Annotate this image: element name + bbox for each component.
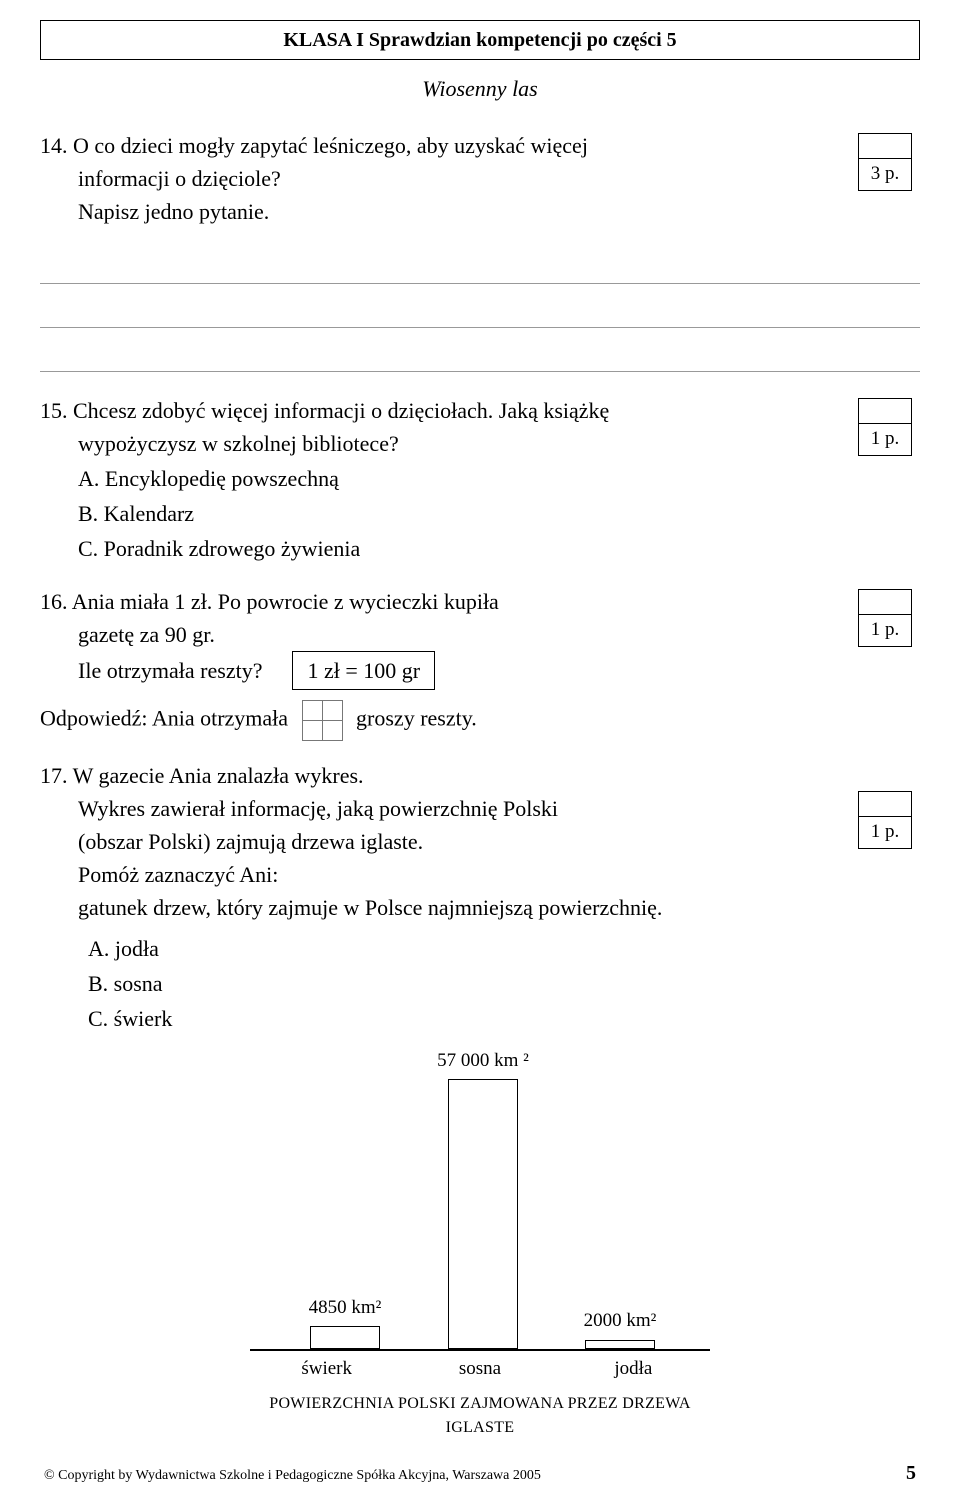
- q14-number: 14.: [40, 133, 68, 158]
- coniferous-trees-chart: 4850 km²57 000 km ²2000 km² świerksosnaj…: [250, 1051, 710, 1440]
- score-blank-cell[interactable]: [858, 589, 912, 615]
- q17-score-label: 1 p.: [858, 817, 912, 849]
- chart-bar-jodła: [585, 1340, 655, 1349]
- question-15: 15. Chcesz zdobyć więcej informacji o dz…: [40, 394, 920, 567]
- q17-line2: Wykres zawierał informację, jaką powierz…: [40, 792, 830, 825]
- page-header-box: KLASA I Sprawdzian kompetencji po części…: [40, 20, 920, 60]
- page-header-title: KLASA I Sprawdzian kompetencji po części…: [283, 29, 676, 51]
- score-blank-cell[interactable]: [858, 398, 912, 424]
- chart-value-label-sosna: 57 000 km ²: [437, 1047, 529, 1076]
- q15-option-c[interactable]: C. Poradnik zdrowego żywienia: [40, 532, 830, 565]
- q17-score-box: 1 p.: [850, 791, 920, 849]
- chart-value-label-świerk: 4850 km²: [309, 1294, 382, 1323]
- q14-answer-lines[interactable]: [40, 240, 920, 372]
- q15-number: 15.: [40, 398, 68, 423]
- q16-text1: Ania miała 1 zł. Po powrocie z wycieczki…: [72, 589, 499, 614]
- q17-line1: W gazecie Ania znalazła wykres.: [73, 763, 364, 788]
- q15-option-a[interactable]: A. Encyklopedię powszechną: [40, 462, 830, 495]
- question-14: 14. O co dzieci mogły zapytać leśniczego…: [40, 129, 920, 372]
- q17-option-a[interactable]: A. jodła: [40, 932, 340, 965]
- q17-line5: gatunek drzew, który zajmuje w Polsce na…: [40, 891, 830, 924]
- q15-score-label: 1 p.: [858, 424, 912, 456]
- page-footer: © Copyright by Wydawnictwa Szkolne i Ped…: [40, 1458, 920, 1488]
- score-blank-cell[interactable]: [858, 791, 912, 817]
- q16-hint-box: 1 zł = 100 gr: [292, 651, 435, 690]
- q14-text1: O co dzieci mogły zapytać leśniczego, ab…: [73, 133, 588, 158]
- q17-line4: Pomóż zaznaczyć Ani:: [40, 858, 830, 891]
- q16-score-box: 1 p.: [850, 589, 920, 647]
- chart-xlabel-świerk: świerk: [250, 1355, 403, 1384]
- q15-text1: Chcesz zdobyć więcej informacji o dzięci…: [73, 398, 609, 423]
- footer-copyright: © Copyright by Wydawnictwa Szkolne i Ped…: [44, 1465, 541, 1486]
- q16-text2: gazetę za 90 gr.: [40, 618, 830, 651]
- chart-caption: POWIERZCHNIA POLSKI ZAJMOWANA PRZEZ DRZE…: [250, 1392, 710, 1440]
- q16-answer-grid[interactable]: [302, 700, 343, 741]
- q14-text2: informacji o dzięciole?: [40, 162, 830, 195]
- score-blank-cell[interactable]: [858, 133, 912, 159]
- chart-bar-sosna: [448, 1079, 518, 1349]
- q16-text3: Ile otrzymała reszty?: [78, 654, 262, 687]
- chart-xlabel-sosna: sosna: [403, 1355, 556, 1384]
- footer-page-number: 5: [906, 1458, 916, 1488]
- chart-value-label-jodła: 2000 km²: [584, 1307, 657, 1336]
- chart-xlabel-jodła: jodła: [557, 1355, 710, 1384]
- page-subtitle: Wiosenny las: [40, 72, 920, 105]
- q16-answer-prefix: Odpowiedź: Ania otrzymała: [40, 706, 288, 731]
- q17-option-c[interactable]: C. świerk: [40, 1002, 340, 1035]
- q14-text3: Napisz jedno pytanie.: [40, 195, 830, 228]
- q17-option-b[interactable]: B. sosna: [40, 967, 340, 1000]
- q15-score-box: 1 p.: [850, 398, 920, 456]
- q17-number: 17.: [40, 763, 68, 788]
- q14-score-box: 3 p.: [850, 133, 920, 191]
- q17-line3: (obszar Polski) zajmują drzewa iglaste.: [40, 825, 830, 858]
- q14-score-label: 3 p.: [858, 159, 912, 191]
- chart-bar-świerk: [310, 1326, 380, 1349]
- question-17: 17. W gazecie Ania znalazła wykres. Wykr…: [40, 759, 920, 1440]
- q16-score-label: 1 p.: [858, 615, 912, 647]
- q16-answer-suffix: groszy reszty.: [356, 706, 477, 731]
- q15-text2: wypożyczysz w szkolnej bibliotece?: [40, 427, 830, 460]
- q15-option-b[interactable]: B. Kalendarz: [40, 497, 830, 530]
- question-16: 16. Ania miała 1 zł. Po powrocie z wycie…: [40, 585, 920, 741]
- q16-number: 16.: [40, 589, 68, 614]
